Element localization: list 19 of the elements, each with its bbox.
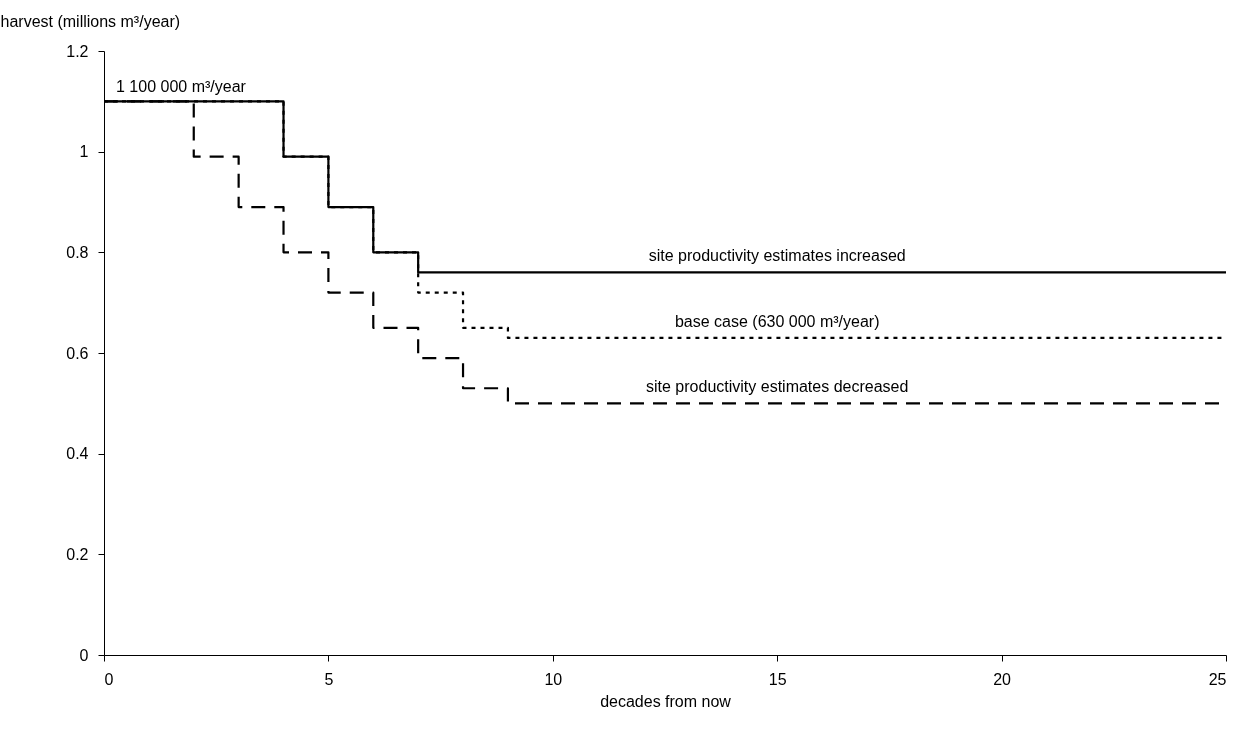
x-tick-label: 0 — [104, 670, 114, 688]
x-tick-label: 10 — [544, 670, 563, 688]
x-tick-label: 25 — [1208, 670, 1227, 688]
y-tick-label: 0.4 — [66, 445, 89, 463]
x-tick-label: 5 — [324, 670, 334, 688]
y-tick-label: 0.6 — [66, 344, 89, 362]
y-axis-title: harvest (millions m³/year) — [0, 12, 181, 30]
y-tick-label: 1.2 — [66, 42, 89, 60]
x-tick-label: 15 — [768, 670, 787, 688]
y-tick-label: 0.8 — [66, 243, 89, 261]
series-label: base case (630 000 m³/year) — [674, 312, 880, 330]
x-axis-title: decades from now — [600, 692, 732, 710]
series-label: site productivity estimates increased — [648, 247, 906, 265]
series-label: site productivity estimates decreased — [646, 378, 909, 396]
x-tick-label: 20 — [993, 670, 1012, 688]
y-tick-label: 0.2 — [66, 545, 89, 563]
annotation: 1 100 000 m³/year — [116, 78, 247, 96]
y-tick-label: 1 — [79, 143, 89, 161]
y-tick-label: 0 — [79, 646, 89, 664]
